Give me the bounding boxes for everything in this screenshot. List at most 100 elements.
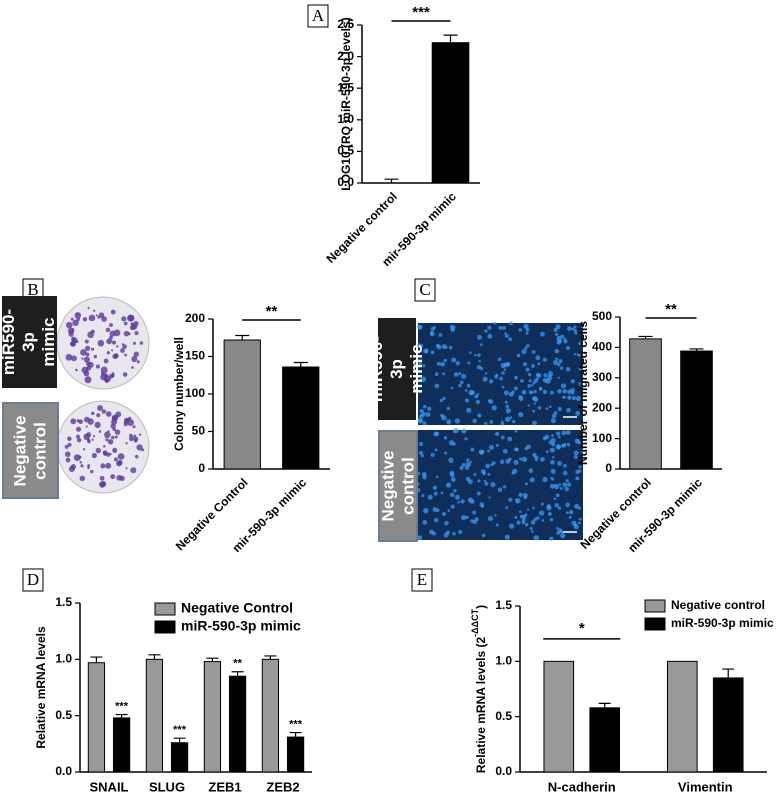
bar <box>543 660 575 773</box>
cell <box>476 491 481 496</box>
cell <box>458 372 462 376</box>
cell <box>546 505 552 511</box>
cell <box>418 361 422 366</box>
cell <box>427 406 432 412</box>
cell <box>494 374 499 379</box>
cell <box>553 327 558 333</box>
cell <box>470 447 475 452</box>
cell <box>511 471 515 475</box>
colony <box>84 339 89 344</box>
cell <box>488 444 494 450</box>
cell <box>488 399 492 403</box>
colony <box>65 353 73 361</box>
cell <box>542 357 547 362</box>
cell <box>493 321 497 325</box>
colony <box>105 411 112 417</box>
cell <box>555 324 561 330</box>
cell <box>521 389 527 395</box>
colony <box>90 469 94 474</box>
colony <box>117 460 123 466</box>
cell <box>526 343 530 348</box>
colony <box>111 435 115 440</box>
error-bar <box>173 737 186 743</box>
colony <box>139 341 144 345</box>
colony <box>136 444 143 451</box>
colony <box>131 323 138 330</box>
cell <box>528 390 533 395</box>
cell <box>578 465 582 469</box>
cell <box>419 378 422 382</box>
cell <box>509 416 513 419</box>
bar <box>712 677 744 773</box>
cell <box>417 535 423 541</box>
colony <box>109 323 113 327</box>
cell <box>430 350 435 355</box>
cell <box>578 342 582 346</box>
cell <box>518 328 522 332</box>
cell <box>556 527 559 530</box>
y-tick-label: 0.0 <box>495 764 512 778</box>
significance: * <box>579 620 585 637</box>
colony <box>121 316 127 322</box>
cell <box>549 517 554 522</box>
error-bar <box>235 334 250 340</box>
colony <box>99 481 106 488</box>
cell <box>451 357 457 363</box>
cell <box>450 504 455 509</box>
cell <box>461 463 466 467</box>
cell <box>576 352 582 357</box>
colony <box>67 436 72 442</box>
cell <box>568 509 574 515</box>
colony <box>112 447 118 453</box>
bar <box>87 662 106 773</box>
y-tick-label: 0.5 <box>55 708 72 722</box>
y-tick-label: 300 <box>592 370 612 384</box>
cell <box>530 520 536 525</box>
significance: *** <box>289 718 303 730</box>
cell <box>478 359 481 363</box>
cell <box>417 418 423 424</box>
bar <box>145 658 164 773</box>
cell <box>533 402 537 405</box>
cell <box>532 396 538 401</box>
cell <box>501 385 505 389</box>
cell <box>477 334 483 340</box>
cell <box>423 507 429 514</box>
colony <box>111 349 114 352</box>
colony <box>74 312 82 319</box>
y-axis-label: Relative mRNA levels (2-ΔΔCT) <box>470 605 488 773</box>
cell <box>495 443 499 447</box>
colony <box>86 361 91 367</box>
cell <box>472 519 478 525</box>
colony <box>67 442 72 447</box>
error-bar <box>293 361 308 367</box>
cell <box>524 522 529 527</box>
colony <box>96 413 101 418</box>
cell <box>505 404 510 409</box>
cell <box>472 510 477 515</box>
cell <box>577 440 582 445</box>
cell <box>558 483 562 486</box>
cell <box>521 349 527 355</box>
cell <box>545 407 549 411</box>
y-tick-label: 2.0 <box>337 49 354 63</box>
colony <box>97 315 101 319</box>
cell <box>438 333 443 337</box>
cell <box>533 517 538 522</box>
colony <box>125 442 128 445</box>
colony <box>101 409 107 414</box>
colony <box>134 454 139 459</box>
cell <box>516 520 521 525</box>
cell <box>553 483 560 490</box>
colony <box>82 448 86 451</box>
y-axis-label: Colony number/well <box>172 337 186 451</box>
cell <box>565 479 569 483</box>
cell <box>430 331 434 335</box>
cell <box>464 389 468 392</box>
cell <box>522 362 528 367</box>
cell <box>553 411 558 415</box>
colony <box>88 314 96 322</box>
colony <box>97 339 105 347</box>
colony <box>70 341 76 347</box>
cell <box>455 361 460 366</box>
